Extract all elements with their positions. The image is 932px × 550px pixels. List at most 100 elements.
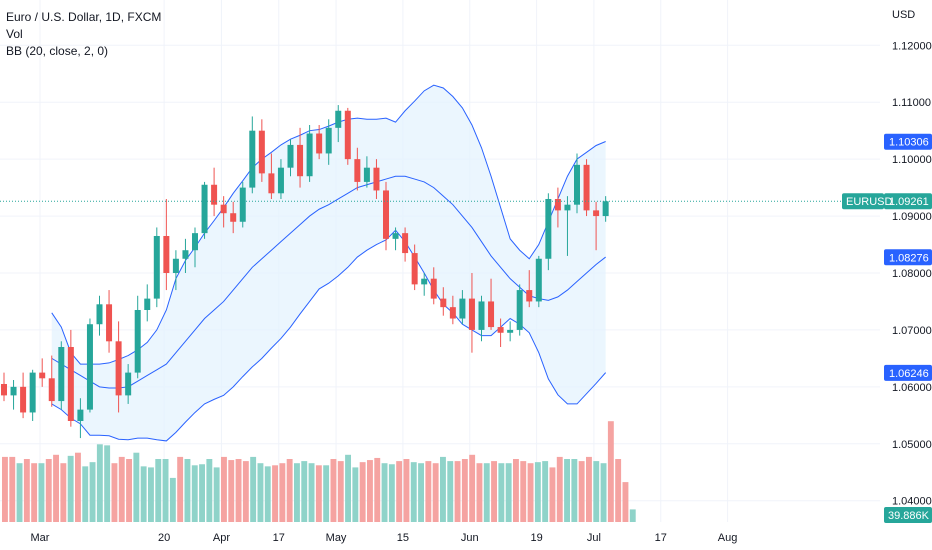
candle-body [316,133,323,154]
candle-body [440,298,447,308]
volume-bar [82,466,89,522]
candle-body [554,198,561,211]
volume-bar [534,462,541,522]
band-fill [51,85,606,441]
candle-body [354,159,361,182]
volume-bar [469,454,476,522]
time-tick-label: Apr [213,532,230,544]
volume-bar [148,467,154,522]
volume-bar [549,467,556,522]
time-tick-label: Jun [461,532,479,544]
price-tick-label: 1.05000 [892,439,932,451]
candle-body [134,309,141,373]
candle-body [96,304,103,325]
volume-bar [104,445,111,522]
candle-body [583,164,590,211]
candle-body [77,409,84,421]
symbol-tag [842,193,884,210]
volume-bar [2,456,8,522]
time-axis[interactable]: Mar 20 Apr 17 May 15 Jun 19 Jul 17 Aug [31,532,738,544]
candle [574,153,580,214]
volume-bar [505,463,512,522]
candle [144,284,151,322]
volume-bar [564,459,570,522]
volume-bar [140,466,147,522]
volume-bar [301,461,308,522]
candle-body [402,233,409,254]
candle [354,147,361,191]
candle-body [411,253,418,285]
price-axis[interactable]: 1.12000 1.11000 1.10000 1.09000 1.08000 1.070… [892,9,932,508]
candle [58,341,65,410]
volume-bar [447,461,454,522]
volume-bar [461,459,468,522]
candle-body [602,201,609,217]
candle [163,198,170,291]
candle [153,227,160,308]
volume-indicator-label[interactable]: Vol [6,27,23,41]
volume-bar [23,459,30,522]
volume-bar [498,463,505,522]
volume-bar [454,461,461,522]
candle [411,244,418,291]
price-tick-label: 1.08000 [892,268,932,280]
volume-bar [418,463,424,522]
candle-body [478,301,485,330]
volume-bar [184,459,191,522]
volume-bar [323,465,330,522]
volume-bar [67,455,74,522]
volume-bar [607,421,614,522]
volume-bar [396,461,403,522]
candle-body [287,144,294,168]
volume-bar [133,452,140,522]
candle [478,295,485,342]
volume-tag-text: 39.886K [888,510,930,522]
candle-body [125,372,132,396]
candle-body [574,164,580,205]
candle-body [239,187,246,222]
symbol-title[interactable]: Euro / U.S. Dollar, 1D, FXCM [6,10,162,24]
candle-body [106,304,113,342]
candle-body [39,372,46,379]
time-tick-label: Aug [718,532,738,544]
candle-body [459,298,466,319]
candle [583,159,590,217]
price-tick-label: 1.10000 [892,154,932,166]
candle-body [516,290,523,330]
bollinger-indicator-label[interactable]: BB (20, close, 2, 0) [6,44,109,58]
candle [201,181,208,239]
candle-body [430,278,437,299]
candle-body [258,130,265,174]
volume-bar [410,462,417,522]
volume-bar [622,482,629,522]
candle-body [86,324,93,410]
volume-tag [884,507,932,523]
candle [373,159,380,199]
time-tick-label: May [326,532,347,544]
time-tick-label: 17 [273,532,285,544]
volume-bar [586,456,592,522]
bb-lower-line [51,229,607,442]
candle [602,196,609,222]
time-tick-label: Jul [587,532,601,544]
candle-body [144,298,151,310]
volume-bar [432,463,439,522]
volume-bar [177,456,184,522]
volume-bar [31,463,38,522]
volume-bar [279,463,286,522]
bb-middle-line [51,175,606,389]
volume-bar [191,465,198,522]
time-tick-label: Mar [31,532,50,544]
candle [182,238,189,273]
volume-bar [53,454,59,522]
candle-body [220,204,227,214]
candle [277,159,284,199]
volume-bar [250,456,257,522]
volume-bar [520,461,527,522]
candle [48,355,55,407]
candle [363,156,370,188]
candle [516,284,523,336]
candle-body [564,204,571,211]
volume-bar [206,459,213,522]
